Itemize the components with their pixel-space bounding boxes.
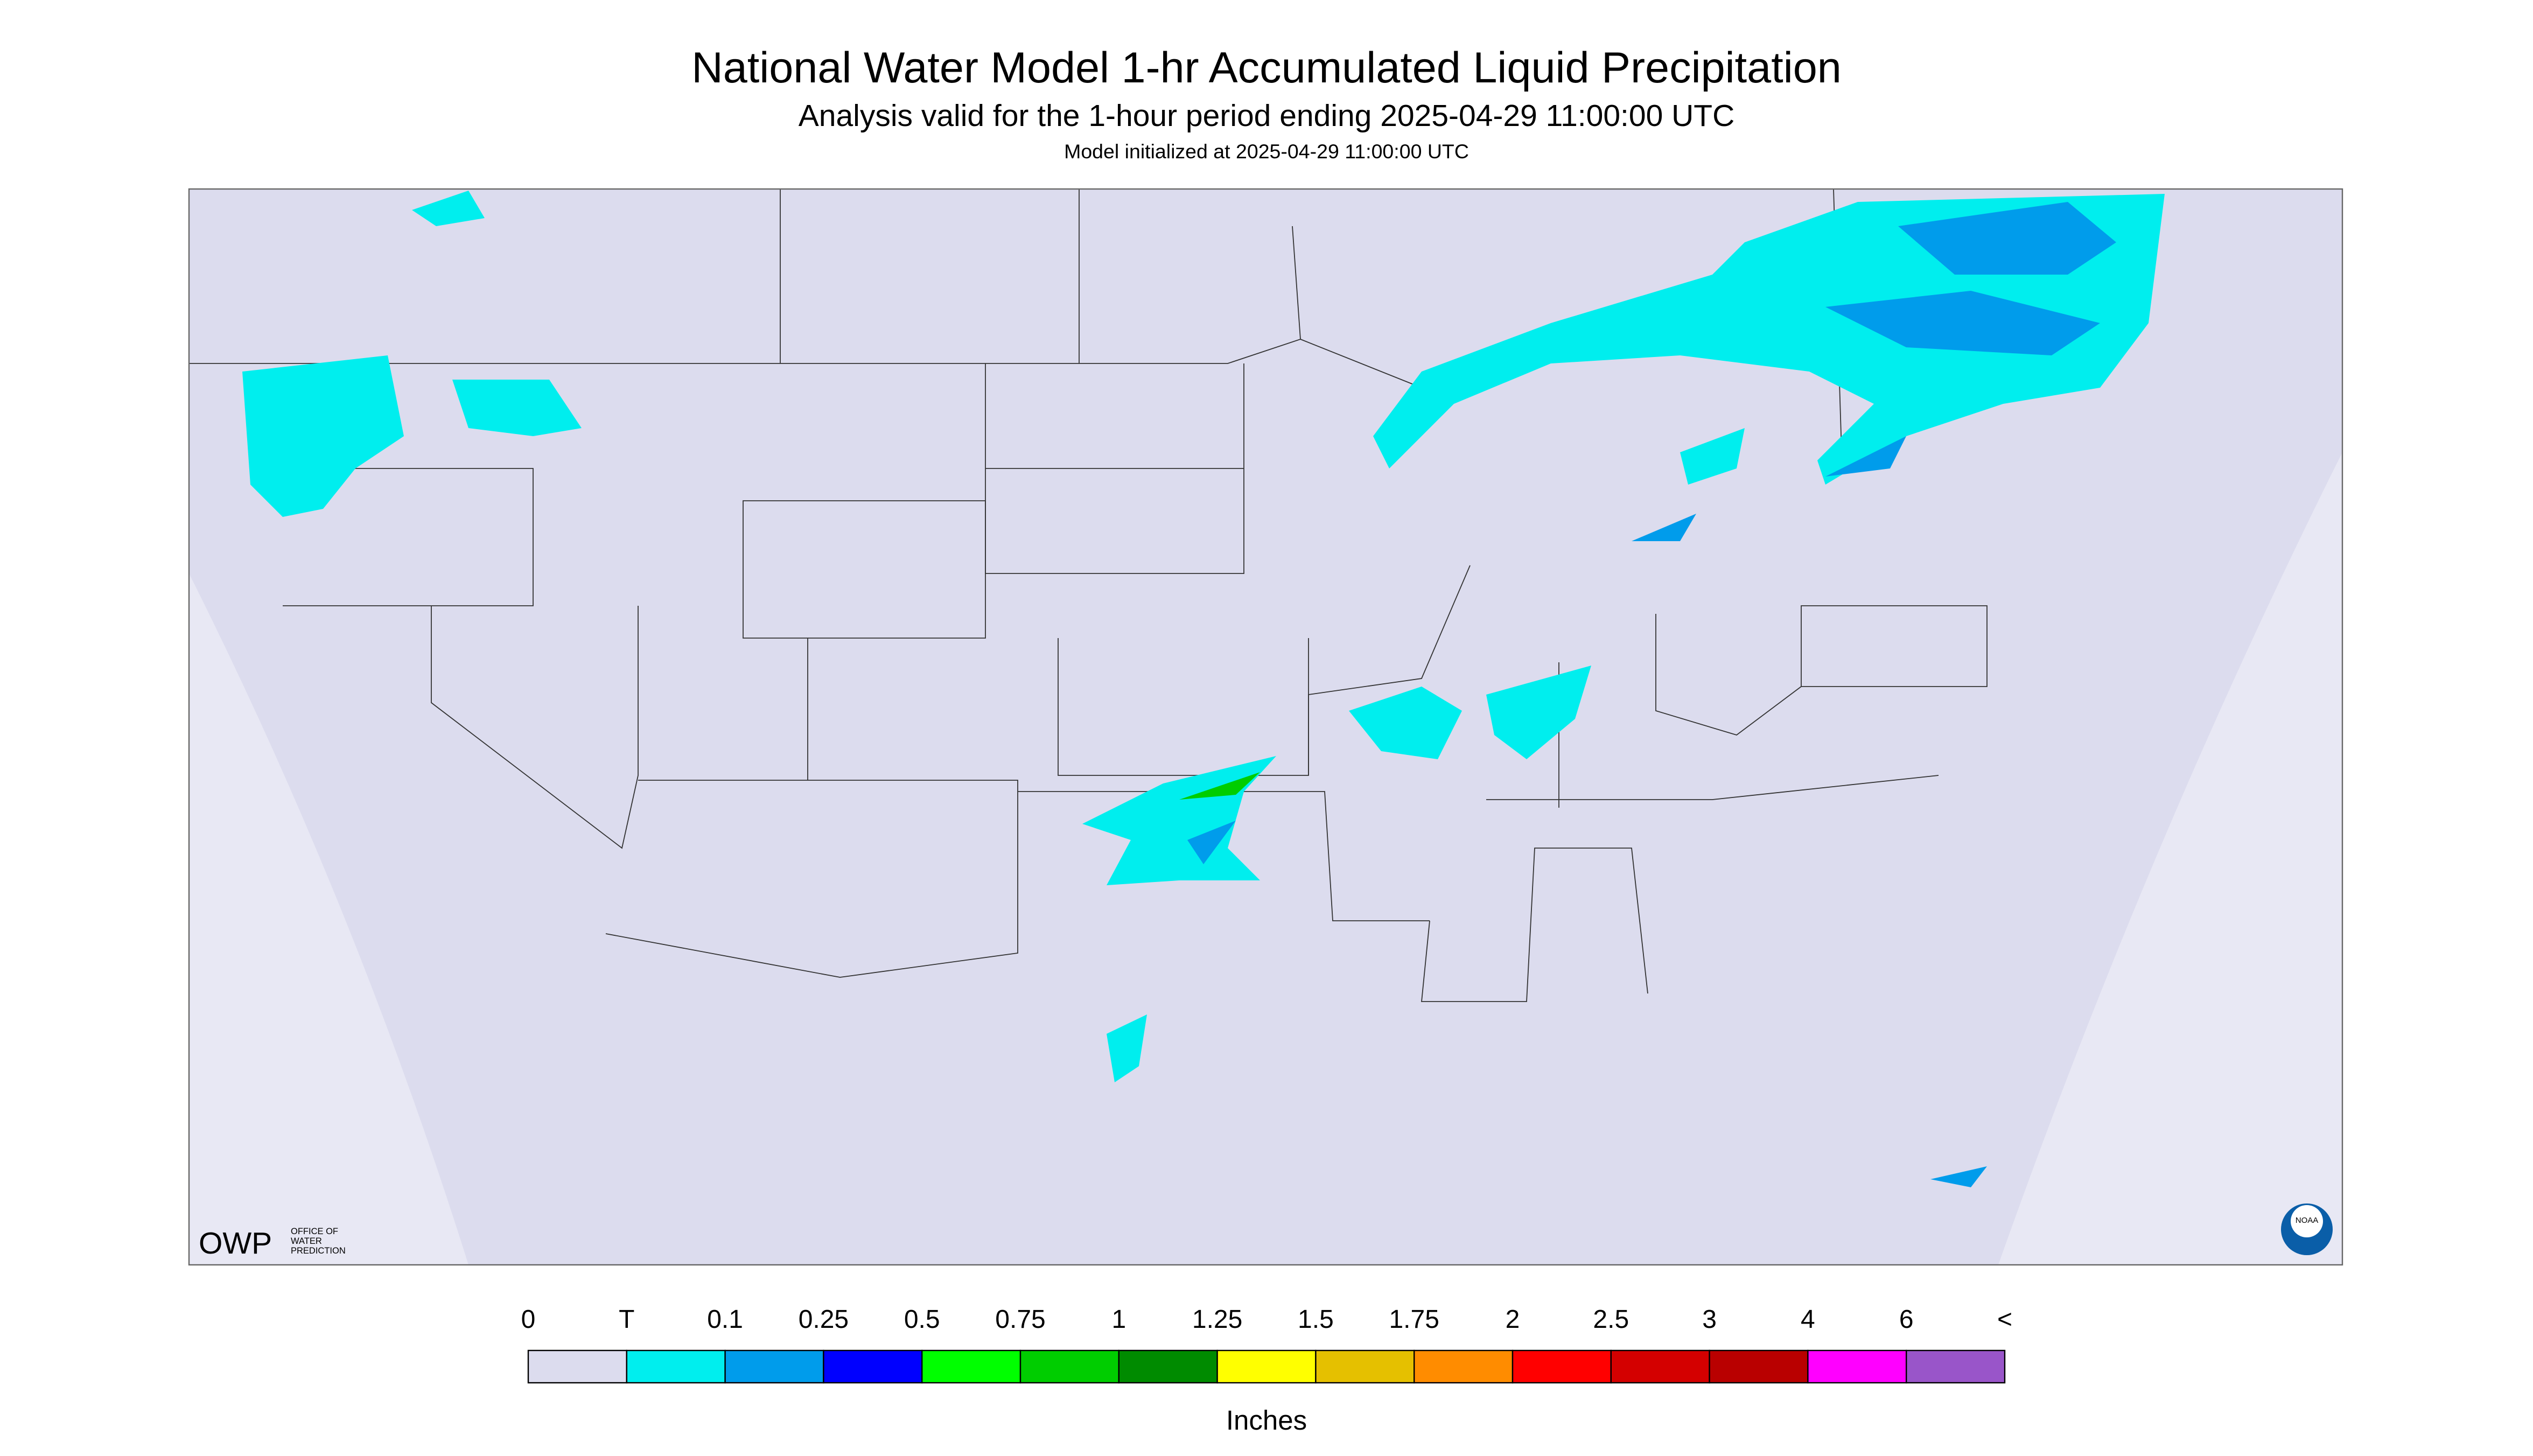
colorbar-label: 1 xyxy=(1111,1305,1126,1334)
map-domain xyxy=(189,189,2342,1265)
colorbar-swatch xyxy=(1019,1349,1120,1384)
colorbar-swatch xyxy=(1216,1349,1317,1384)
noaa-logo-text: NOAA xyxy=(2296,1216,2319,1225)
colorbar-swatch xyxy=(1807,1349,1907,1384)
colorbar-label: 0.1 xyxy=(707,1305,743,1334)
colorbar-label: 1.5 xyxy=(1298,1305,1334,1334)
colorbar-label: T xyxy=(619,1305,634,1334)
colorbar-label: 6 xyxy=(1899,1305,1914,1334)
owp-logo-line: OFFICE OF xyxy=(291,1227,338,1236)
colorbar-swatch xyxy=(1118,1349,1218,1384)
colorbar-label: 1.75 xyxy=(1389,1305,1439,1334)
colorbar-swatch xyxy=(1709,1349,1809,1384)
colorbar-label: 0.5 xyxy=(904,1305,940,1334)
colorbar-swatch xyxy=(1512,1349,1612,1384)
colorbar-swatch xyxy=(823,1349,923,1384)
colorbar-swatch xyxy=(724,1349,824,1384)
colorbar-label: 0 xyxy=(521,1305,536,1334)
colorbar-swatch xyxy=(626,1349,726,1384)
colorbar-swatch xyxy=(1905,1349,2006,1384)
precipitation-areas xyxy=(242,191,2165,1188)
colorbar-label: 4 xyxy=(1801,1305,1815,1334)
colorbar-label: 3 xyxy=(1702,1305,1717,1334)
init-time: Model initialized at 2025-04-29 11:00:00… xyxy=(1064,140,1469,163)
colorbar-swatch xyxy=(1315,1349,1415,1384)
colorbar-swatch xyxy=(527,1349,628,1384)
subtitle: Analysis valid for the 1-hour period end… xyxy=(799,99,1735,133)
colorbar-swatch xyxy=(921,1349,1021,1384)
title: National Water Model 1-hr Accumulated Li… xyxy=(691,44,1842,92)
colorbar-unit: Inches xyxy=(1226,1405,1307,1436)
colorbar-swatch xyxy=(1414,1349,1514,1384)
colorbar-label: 2.5 xyxy=(1593,1305,1629,1334)
colorbar-label: 0.25 xyxy=(799,1305,849,1334)
owp-logo-line: PREDICTION xyxy=(291,1246,346,1256)
colorbar-label: 0.75 xyxy=(995,1305,1045,1334)
colorbar: 0 T 0.1 0.25 0.5 0.75 1 1.25 1.5 1.75 2 2.5 3 4 6 < xyxy=(521,1305,2012,1384)
owp-logo-line: WATER xyxy=(291,1236,322,1246)
map-frame xyxy=(188,188,2343,1266)
colorbar-label: < xyxy=(1997,1305,2012,1334)
colorbar-label: 1.25 xyxy=(1192,1305,1242,1334)
map: OWP OFFICE OF WATER PREDICTION NOAA xyxy=(188,188,2343,1266)
noaa-logo-inner xyxy=(2291,1205,2323,1238)
owp-logo: OWP xyxy=(199,1226,272,1261)
colorbar-label: 2 xyxy=(1506,1305,1520,1334)
colorbar-swatch xyxy=(1610,1349,1710,1384)
